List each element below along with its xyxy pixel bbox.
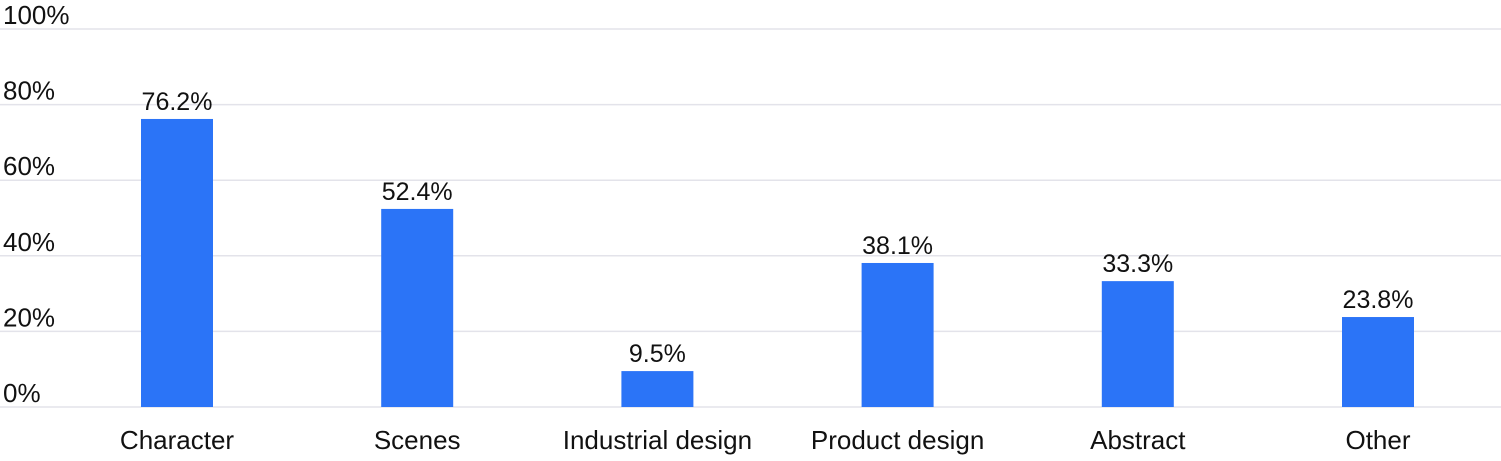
y-tick-label: 80%	[3, 76, 55, 106]
data-label: 76.2%	[142, 88, 213, 116]
bar-industrial-design	[621, 371, 694, 407]
x-tick-label: Industrial design	[563, 425, 752, 455]
bars	[141, 118, 1414, 408]
gridlines	[0, 28, 1501, 408]
x-tick-label: Other	[1345, 425, 1410, 455]
bar-product-design	[861, 262, 934, 407]
data-label: 33.3%	[1102, 250, 1173, 278]
x-tick-label: Abstract	[1090, 425, 1186, 455]
y-tick-label: 20%	[3, 302, 55, 332]
y-tick-label: 100%	[3, 0, 70, 30]
bar-character	[141, 118, 213, 408]
y-tick-label: 0%	[3, 378, 41, 408]
y-tick-label: 60%	[3, 151, 55, 181]
bar-scenes	[381, 208, 454, 407]
bar-abstract	[1101, 281, 1174, 407]
data-label: 38.1%	[862, 232, 933, 260]
bar-other	[1342, 317, 1414, 407]
x-tick-label: Scenes	[374, 425, 461, 455]
data-label: 23.8%	[1343, 286, 1414, 314]
x-axis-category-labels: Character Scenes Industrial design Product …	[120, 425, 1411, 455]
data-label: 52.4%	[382, 178, 453, 206]
y-axis-tick-labels: 0% 20% 40% 60% 80% 100%	[3, 0, 70, 408]
x-tick-label: Character	[120, 425, 234, 455]
data-label: 9.5%	[629, 340, 686, 368]
x-tick-label: Product design	[811, 425, 984, 455]
data-labels: 76.2% 52.4% 9.5% 38.1% 33.3% 23.8%	[142, 88, 1414, 368]
y-tick-label: 40%	[3, 227, 55, 257]
